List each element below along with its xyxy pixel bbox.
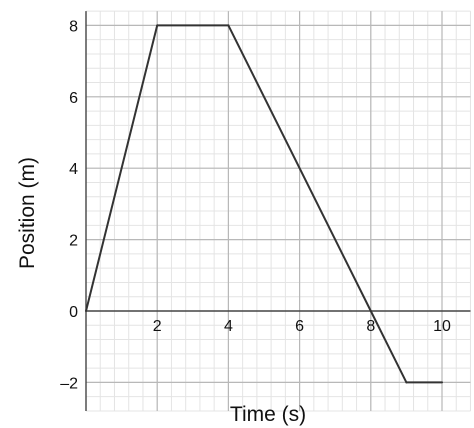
x-tick-label: 8 — [366, 318, 375, 335]
series-line-segment — [85, 24, 159, 312]
series-layer — [85, 24, 443, 384]
y-tick-label: 6 — [69, 90, 78, 107]
major-grid — [86, 11, 471, 411]
x-tick-labels: 2 4 6 8 10 — [153, 318, 451, 335]
y-axis-title: Position (m) — [16, 157, 39, 269]
series-line-segment — [227, 24, 372, 312]
axes — [85, 11, 471, 411]
x-tick-label: 10 — [433, 318, 451, 335]
y-tick-label: 2 — [69, 233, 78, 250]
x-tick-label: 2 — [153, 318, 162, 335]
series-line-segment — [369, 310, 408, 384]
x-tick-label: 4 — [224, 318, 233, 335]
y-tick-label: 8 — [69, 18, 78, 35]
y-tick-label: 4 — [69, 161, 78, 178]
y-tick-label: –2 — [60, 375, 78, 392]
minor-grid — [85, 10, 471, 412]
y-tick-label: 0 — [69, 304, 78, 321]
x-axis-title: Time (s) — [230, 403, 306, 426]
x-tick-label: 6 — [295, 318, 304, 335]
y-tick-labels: –2 0 2 4 6 8 — [60, 18, 78, 392]
